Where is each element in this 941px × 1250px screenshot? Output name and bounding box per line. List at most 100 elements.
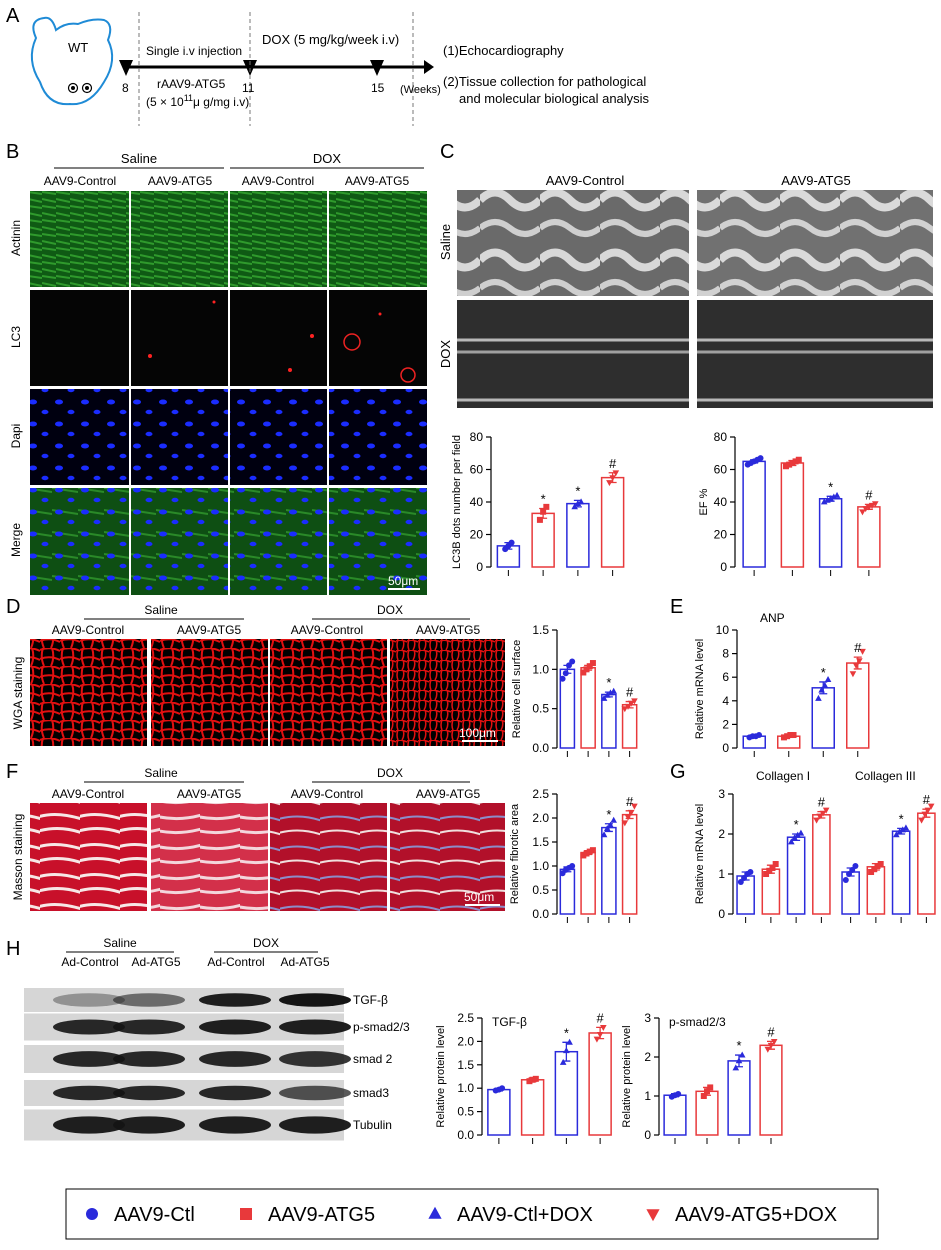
- micrograph-grid: [30, 189, 427, 595]
- bar: [846, 662, 870, 749]
- data-point: [574, 500, 582, 507]
- chart-masson: 0.0 0.5 1.0 1.5 2.0 2.5 Relative fibrotic area…: [509, 787, 638, 923]
- panel-h-blots: H Saline DOX Ad-Control Ad-ATG5 Ad-Contr…: [6, 936, 410, 1141]
- echo-image: [697, 190, 933, 296]
- panel-a: A WT 8 11 15 Single i.v injection rAAV9-…: [6, 5, 650, 126]
- data-point: [583, 666, 590, 673]
- data-point: [764, 1046, 772, 1053]
- col-label: AAV9-ATG5: [416, 787, 481, 801]
- panel-c-images: C AAV9-Control AAV9-ATG5 Saline DOX: [438, 141, 933, 408]
- data-point: [747, 869, 754, 875]
- data-point: [603, 691, 611, 698]
- data-point: [571, 503, 578, 510]
- data-point: [580, 669, 587, 676]
- bar: [487, 1088, 511, 1136]
- bar: [786, 836, 806, 915]
- timeline-week-11: 11: [242, 81, 255, 95]
- data-point: [562, 670, 569, 677]
- bar: [588, 1032, 612, 1136]
- bar: [857, 506, 881, 568]
- vector-label: rAAV9-ATG5: [157, 77, 226, 91]
- significance-mark: #: [609, 456, 617, 471]
- panel-label-f: F: [6, 761, 18, 783]
- data-point: [830, 493, 838, 500]
- data-point: [927, 803, 935, 810]
- blot-band: [53, 1085, 125, 1101]
- bar: [727, 1060, 751, 1136]
- blot-band: [279, 1116, 351, 1134]
- y-tick-label: 1.5: [532, 835, 549, 849]
- scale-label: 50μm: [388, 574, 418, 588]
- data-point: [738, 1051, 746, 1058]
- blot-label: Tubulin: [353, 1118, 392, 1132]
- row-label: Actinin: [9, 220, 23, 256]
- data-point: [532, 1075, 539, 1082]
- data-point: [589, 660, 596, 667]
- blot-band: [199, 1085, 271, 1101]
- data-point: [600, 694, 608, 701]
- y-axis-label: LC3B dots number per field: [451, 435, 463, 569]
- blot-label: p-smad2/3: [353, 1020, 410, 1034]
- col-label: AAV9-ATG5: [345, 174, 410, 188]
- data-point: [788, 838, 795, 845]
- col-label: Ad-ATG5: [131, 955, 180, 969]
- data-point: [787, 732, 794, 739]
- chart-title: ANP: [760, 611, 785, 625]
- blot-label: smad3: [353, 1086, 389, 1100]
- significance-mark: #: [626, 794, 634, 809]
- timeline-week-8: 8: [122, 81, 129, 95]
- bar: [600, 476, 625, 568]
- data-point: [559, 1058, 567, 1065]
- blot-label: TGF-β: [353, 993, 388, 1007]
- data-point: [789, 460, 796, 466]
- data-point: [827, 495, 834, 502]
- data-point: [600, 1024, 607, 1031]
- data-point: [769, 865, 776, 871]
- group-dox: DOX: [377, 766, 403, 780]
- data-point: [818, 686, 825, 693]
- timeline-week-15: 15: [371, 81, 385, 95]
- data-point: [624, 814, 632, 821]
- y-tick-label: 2.5: [457, 1011, 474, 1025]
- y-tick-label: 0: [718, 907, 725, 921]
- bar: [891, 830, 911, 915]
- wga-image: [270, 639, 387, 746]
- bar: [621, 813, 638, 915]
- significance-mark: #: [865, 487, 873, 502]
- significance-mark: #: [626, 685, 634, 700]
- y-tick-label: 0: [644, 1128, 651, 1142]
- western-blot-strips: TGF-β p-smad2/3 smad 2 smad3 Tubulin: [24, 988, 410, 1141]
- single-injection-label: Single i.v injection: [146, 44, 242, 58]
- y-tick-label: 20: [714, 528, 728, 542]
- col-label: AAV9-ATG5: [416, 623, 481, 637]
- panel-f-images: F Saline DOX AAV9-Control AAV9-ATG5 AAV9…: [6, 761, 505, 911]
- group-dox: DOX: [313, 151, 342, 166]
- y-tick-label: 3: [718, 787, 725, 801]
- echo-image: [697, 300, 933, 408]
- legend-marker: [646, 1209, 660, 1222]
- blot-band: [53, 993, 125, 1007]
- data-point: [791, 834, 798, 841]
- significance-mark: *: [606, 807, 611, 822]
- data-point: [735, 1057, 743, 1064]
- outcome-tissue: (2)Tissue collection for pathological: [443, 74, 646, 89]
- chart-ef: 0 20 40 60 80 EF % * #: [698, 430, 881, 576]
- data-point: [609, 475, 616, 482]
- blot-band: [113, 993, 185, 1007]
- y-tick-label: 20: [470, 528, 484, 542]
- mouse-label: WT: [68, 40, 88, 55]
- bar: [580, 667, 596, 749]
- data-point: [569, 863, 576, 869]
- y-tick-label: 2.0: [457, 1034, 474, 1048]
- row-label: DOX: [438, 340, 453, 369]
- panel-d-images: D Saline DOX AAV9-Control AAV9-ATG5 AAV9…: [6, 596, 505, 746]
- data-point: [621, 820, 629, 827]
- data-point: [772, 861, 779, 867]
- bar: [531, 512, 555, 568]
- bar: [812, 814, 831, 915]
- row-label: LC3: [9, 326, 23, 348]
- legend-label: AAV9-ATG5: [268, 1204, 375, 1226]
- y-tick-label: 0.5: [532, 883, 549, 897]
- y-tick-label: 60: [470, 463, 484, 477]
